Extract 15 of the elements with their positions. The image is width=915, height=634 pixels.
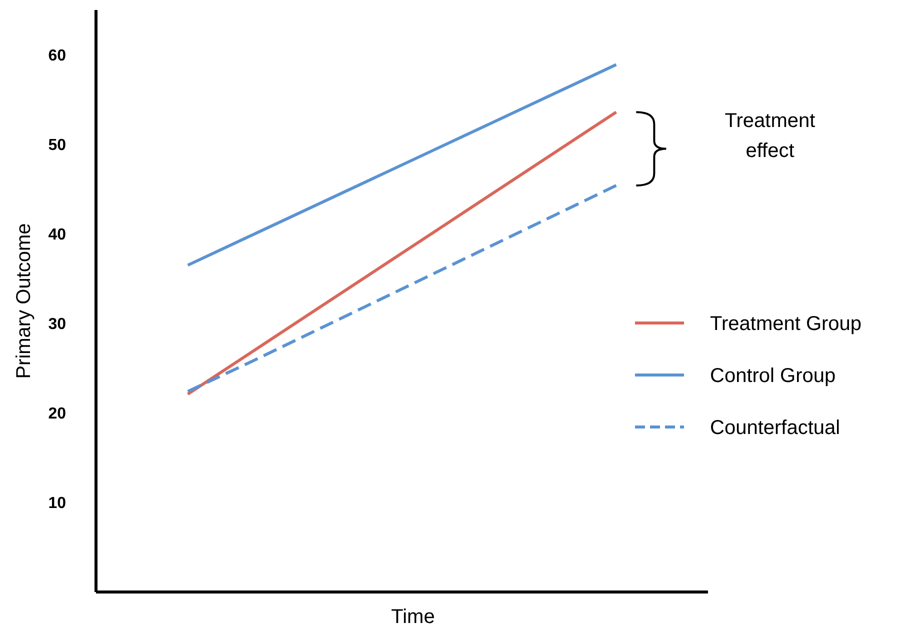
line-series (186, 63, 618, 267)
x-axis-title: Time (391, 606, 435, 628)
y-tick-label: 10 (48, 495, 66, 512)
y-tick-label: 30 (48, 316, 66, 333)
y-tick-label: 60 (48, 47, 66, 64)
y-tick-label: 20 (48, 406, 66, 423)
y-tick-label: 40 (48, 226, 66, 244)
y-axis-title: Primary Outcome (13, 223, 35, 379)
line-series (186, 184, 618, 393)
y-tick-label: 50 (48, 136, 66, 154)
legend-label: Control Group (710, 365, 836, 387)
legend-label: Treatment Group (710, 313, 862, 335)
text: Treatment effect (724, 110, 816, 162)
legend-label: Counterfactual (710, 417, 840, 439)
line-series (186, 110, 618, 396)
